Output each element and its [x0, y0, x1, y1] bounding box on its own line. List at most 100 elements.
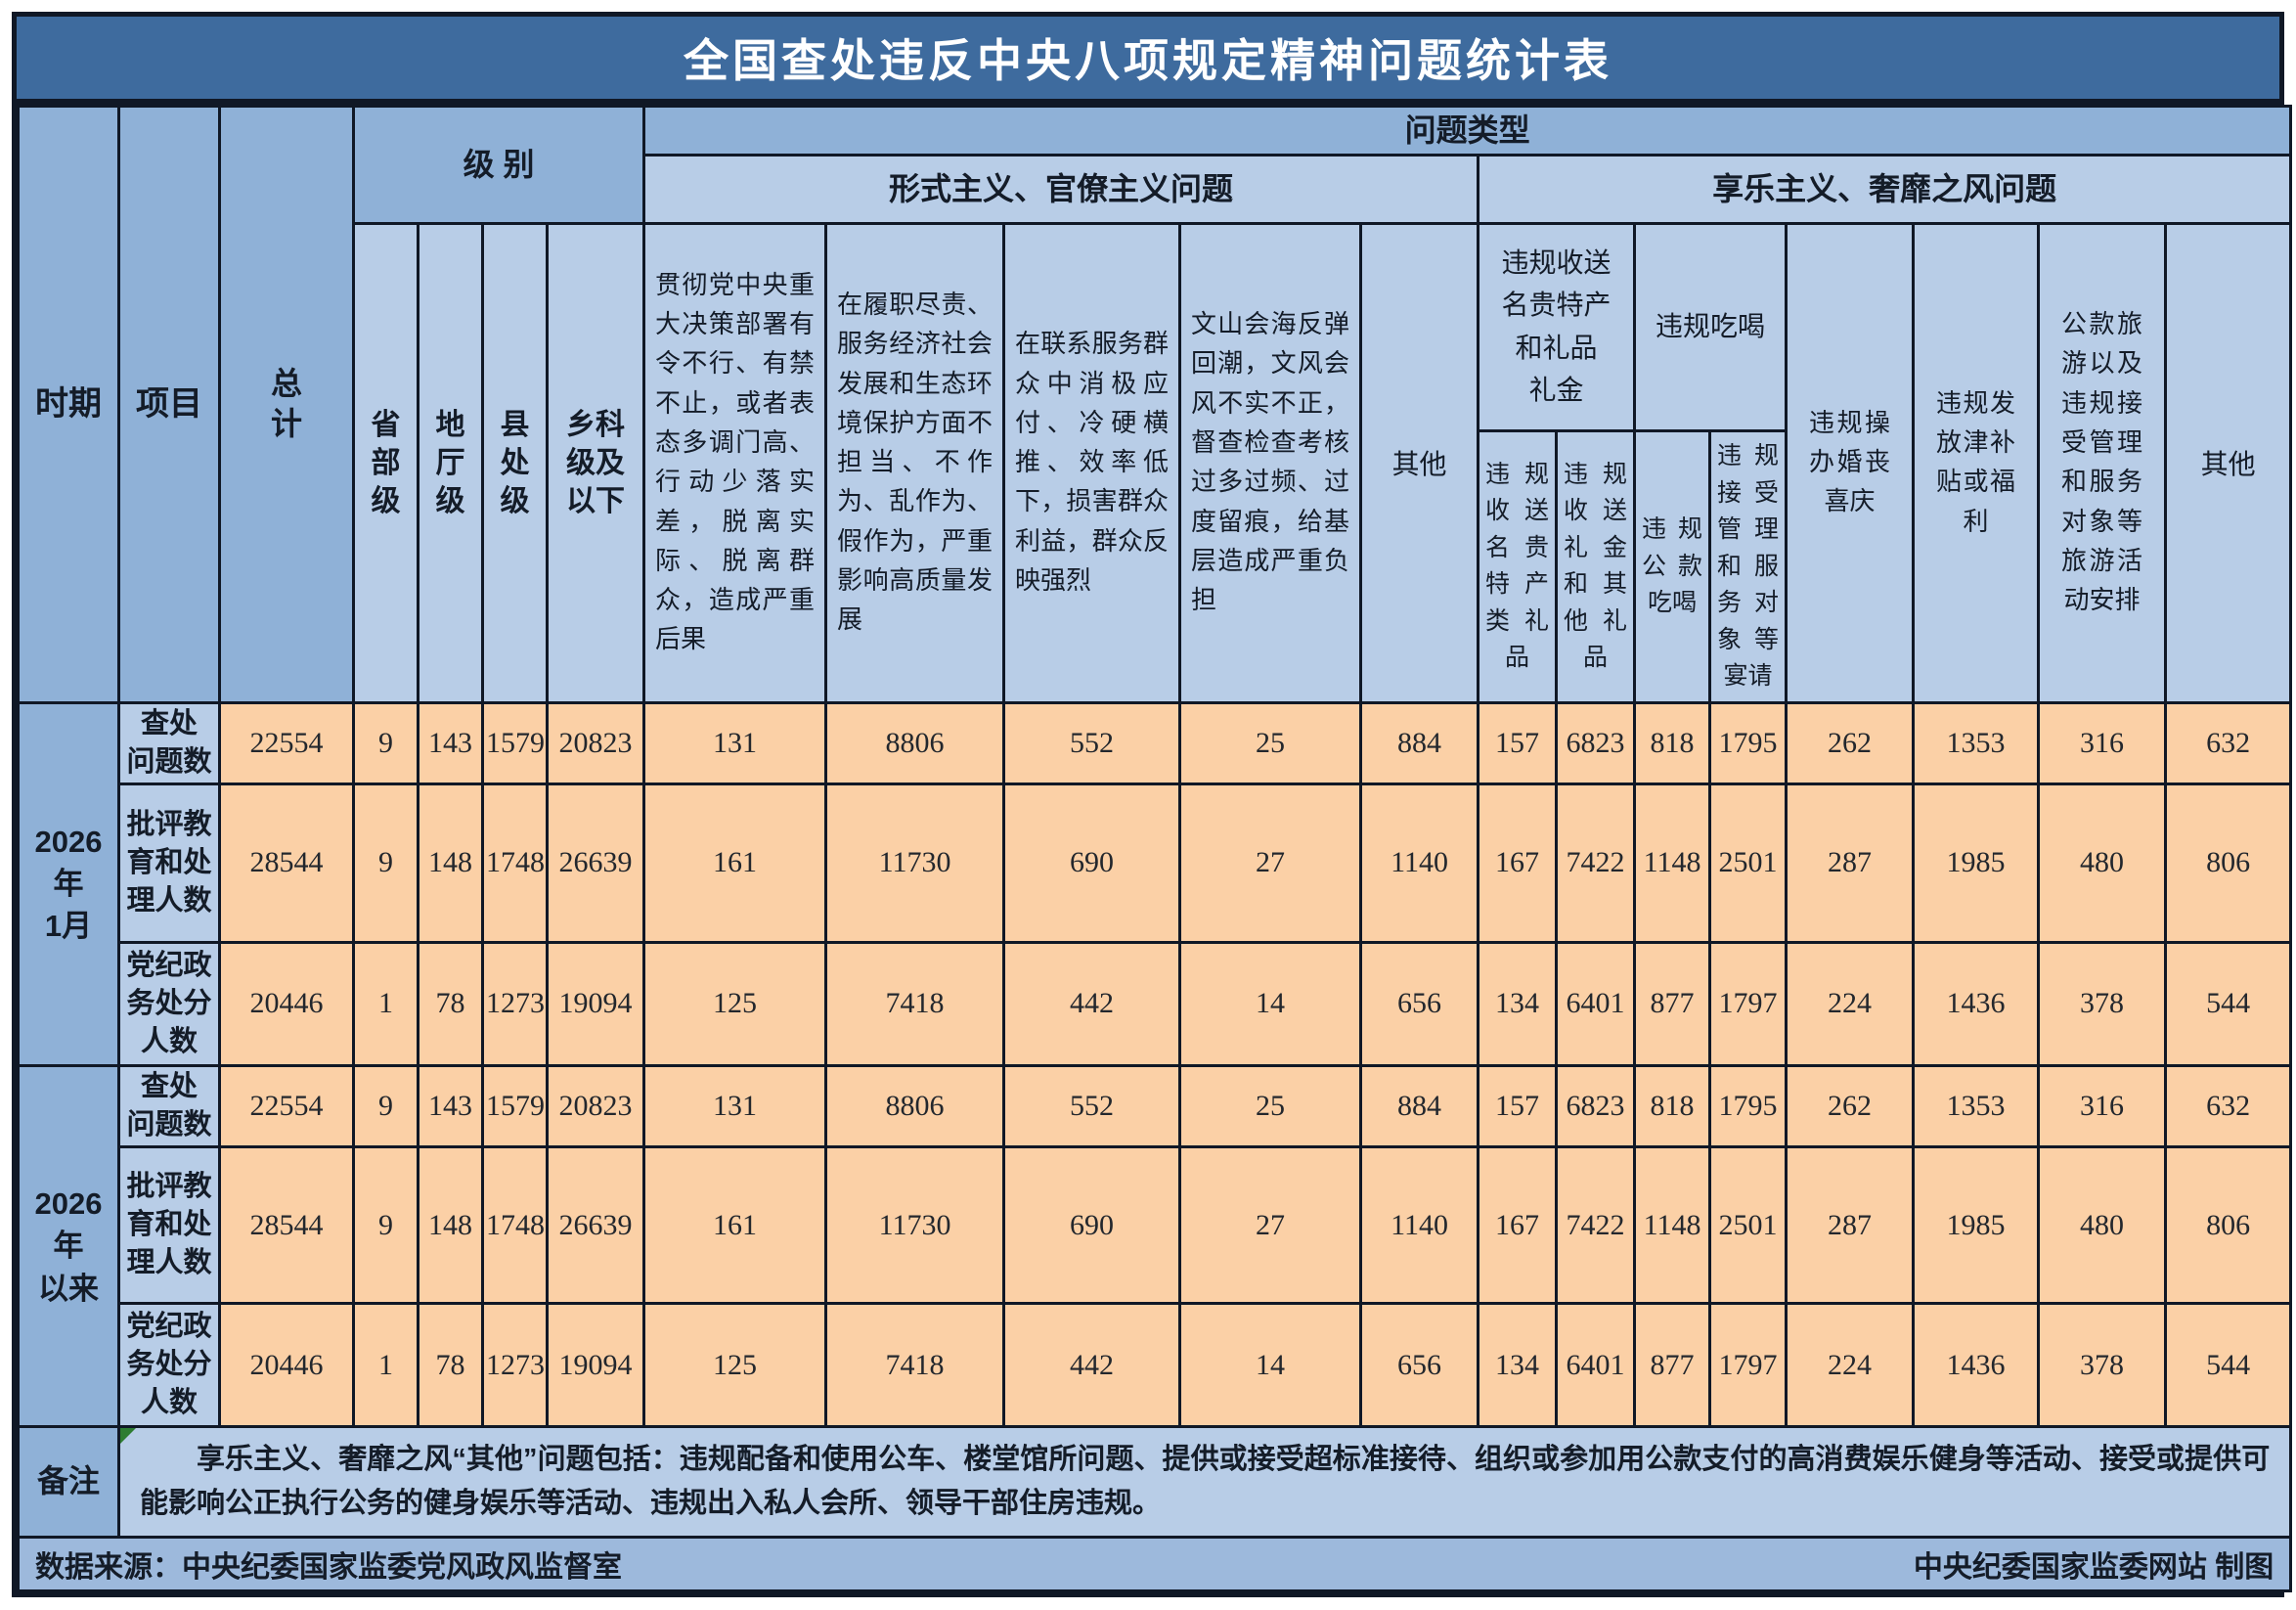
data-cell: 125 [642, 940, 828, 1067]
header-formalism-group: 形式主义、官僚主义问题 [642, 154, 1480, 225]
data-cell: 690 [1002, 782, 1182, 944]
data-cell: 632 [2164, 1063, 2293, 1149]
data-cell: 20446 [218, 1302, 355, 1429]
data-cell: 143 [417, 700, 484, 785]
data-cell: 877 [1633, 1302, 1712, 1429]
data-cell: 148 [417, 1145, 484, 1306]
data-cell: 1748 [481, 782, 549, 944]
data-cell: 6823 [1555, 1063, 1637, 1149]
data-cell: 552 [1002, 1063, 1182, 1149]
row-label: 批评教 育和处 理人数 [117, 1145, 221, 1306]
data-cell: 9 [352, 782, 419, 944]
data-cell: 378 [2037, 1302, 2168, 1429]
data-cell: 1 [352, 940, 419, 1067]
header-gift-sub-cash: 违规收送礼金和其他礼品 [1555, 429, 1637, 704]
header-formalism-col-duty: 在履职尽责、服务经济社会发展和生态环境保护方面不担当、不作为、乱作为、假作为，严… [824, 222, 1006, 704]
header-hedonism-group: 享乐主义、奢靡之风问题 [1477, 154, 2293, 225]
data-cell: 6401 [1555, 1302, 1637, 1429]
data-cell: 7422 [1555, 782, 1637, 944]
header-dining-group: 违规吃喝 [1633, 222, 1788, 432]
data-table: 时期 项目 总 计 级 别 问题类型 形式主义、官僚主义问题 享乐主义、奢靡之风… [16, 105, 2293, 1592]
header-formalism-col-masses: 在联系服务群众中消极应付、冷硬横推、效率低下，损害群众利益，群众反映强烈 [1002, 222, 1182, 704]
header-hedonism-col-allowances: 违规发放津补贴或福利 [1912, 222, 2041, 704]
data-cell: 884 [1359, 700, 1480, 785]
row-label: 批评教 育和处 理人数 [117, 782, 221, 944]
data-cell: 1797 [1708, 940, 1788, 1067]
data-cell: 20446 [218, 940, 355, 1067]
header-level-group: 级 别 [351, 105, 646, 225]
data-cell: 632 [2164, 700, 2293, 785]
data-cell: 22554 [218, 700, 355, 785]
note-text: 享乐主义、奢靡之风“其他”问题包括：违规配备和使用公车、楼堂馆所问题、提供或接受… [116, 1425, 2293, 1539]
header-formalism-col-policy: 贯彻党中央重大决策部署有令不行、有禁不止，或者表态多调门高、行动少落实差，脱离实… [642, 222, 828, 704]
data-cell: 1140 [1359, 782, 1480, 944]
row-label: 党纪政 务处分 人数 [117, 1302, 221, 1429]
data-cell: 378 [2037, 940, 2168, 1067]
data-cell: 1148 [1633, 782, 1712, 944]
data-cell: 125 [642, 1302, 828, 1429]
data-cell: 1140 [1359, 1145, 1480, 1306]
data-cell: 1795 [1708, 1063, 1788, 1149]
header-hedonism-col-other: 其他 [2164, 222, 2293, 704]
data-cell: 1797 [1708, 1302, 1788, 1429]
data-cell: 78 [417, 940, 484, 1067]
data-cell: 27 [1178, 1145, 1363, 1306]
data-cell: 1148 [1633, 1145, 1712, 1306]
data-cell: 9 [352, 1063, 419, 1149]
data-cell: 544 [2164, 1302, 2293, 1429]
data-cell: 19094 [545, 1302, 646, 1429]
data-cell: 442 [1002, 940, 1182, 1067]
data-cell: 1 [352, 1302, 419, 1429]
data-cell: 262 [1785, 1063, 1916, 1149]
data-cell: 316 [2037, 1063, 2168, 1149]
row-label: 查处 问题数 [117, 700, 221, 785]
data-cell: 25 [1178, 1063, 1363, 1149]
data-cell: 877 [1633, 940, 1712, 1067]
data-cell: 316 [2037, 700, 2168, 785]
data-cell: 1273 [481, 940, 549, 1067]
data-cell: 9 [352, 1145, 419, 1306]
header-hedonism-col-travel: 公款旅游以及违规接受管理和服务对象等旅游活动安排 [2037, 222, 2168, 704]
header-formalism-col-meetings: 文山会海反弹回潮，文风会风不实不正，督查检查考核过多过频、过度留痕，给基层造成严… [1178, 222, 1363, 704]
note-label: 备注 [17, 1425, 120, 1539]
header-gift-sub-specialty: 违规收送名贵特产类礼品 [1477, 429, 1559, 704]
data-cell: 287 [1785, 782, 1916, 944]
header-total: 总 计 [218, 105, 355, 704]
footer-source: 数据来源：中央纪委国家监委党风政风监督室 [35, 1550, 622, 1584]
data-cell: 7422 [1555, 1145, 1637, 1306]
data-cell: 2501 [1708, 782, 1788, 944]
data-cell: 134 [1477, 940, 1559, 1067]
header-hedonism-col-weddings: 违规操办婚丧喜庆 [1785, 222, 1916, 704]
data-cell: 552 [1002, 700, 1182, 785]
data-cell: 1748 [481, 1145, 549, 1306]
data-cell: 8806 [824, 1063, 1006, 1149]
data-cell: 818 [1633, 1063, 1712, 1149]
data-cell: 2501 [1708, 1145, 1788, 1306]
data-cell: 7418 [824, 1302, 1006, 1429]
data-cell: 262 [1785, 700, 1916, 785]
data-cell: 1985 [1912, 1145, 2041, 1306]
header-item: 项目 [117, 105, 221, 704]
data-cell: 1985 [1912, 782, 2041, 944]
data-cell: 134 [1477, 1302, 1559, 1429]
header-dining-sub-banquets: 违规接受管理和服务对象等宴请 [1708, 429, 1788, 704]
data-cell: 806 [2164, 1145, 2293, 1306]
header-level-prefecture: 地厅级 [417, 222, 484, 704]
data-cell: 224 [1785, 940, 1916, 1067]
data-cell: 78 [417, 1302, 484, 1429]
header-dining-sub-public-funds: 违规公款吃喝 [1633, 429, 1712, 704]
period-cell: 2026年 以来 [17, 1063, 120, 1429]
data-cell: 14 [1178, 940, 1363, 1067]
data-cell: 27 [1178, 782, 1363, 944]
data-cell: 167 [1477, 1145, 1559, 1306]
header-gift-group: 违规收送 名贵特产 和礼品 礼金 [1477, 222, 1637, 432]
statistics-table: 全国查处违反中央八项规定精神问题统计表 时期 项目 总 计 级 别 问题类型 形… [12, 12, 2293, 1597]
footer-credit: 中央纪委国家监委网站 制图 [1913, 1550, 2274, 1584]
data-cell: 1579 [481, 1063, 549, 1149]
data-cell: 22554 [218, 1063, 355, 1149]
data-cell: 480 [2037, 782, 2168, 944]
data-cell: 656 [1359, 940, 1480, 1067]
data-cell: 1795 [1708, 700, 1788, 785]
data-cell: 157 [1477, 1063, 1559, 1149]
period-cell: 2026年 1月 [17, 700, 120, 1067]
